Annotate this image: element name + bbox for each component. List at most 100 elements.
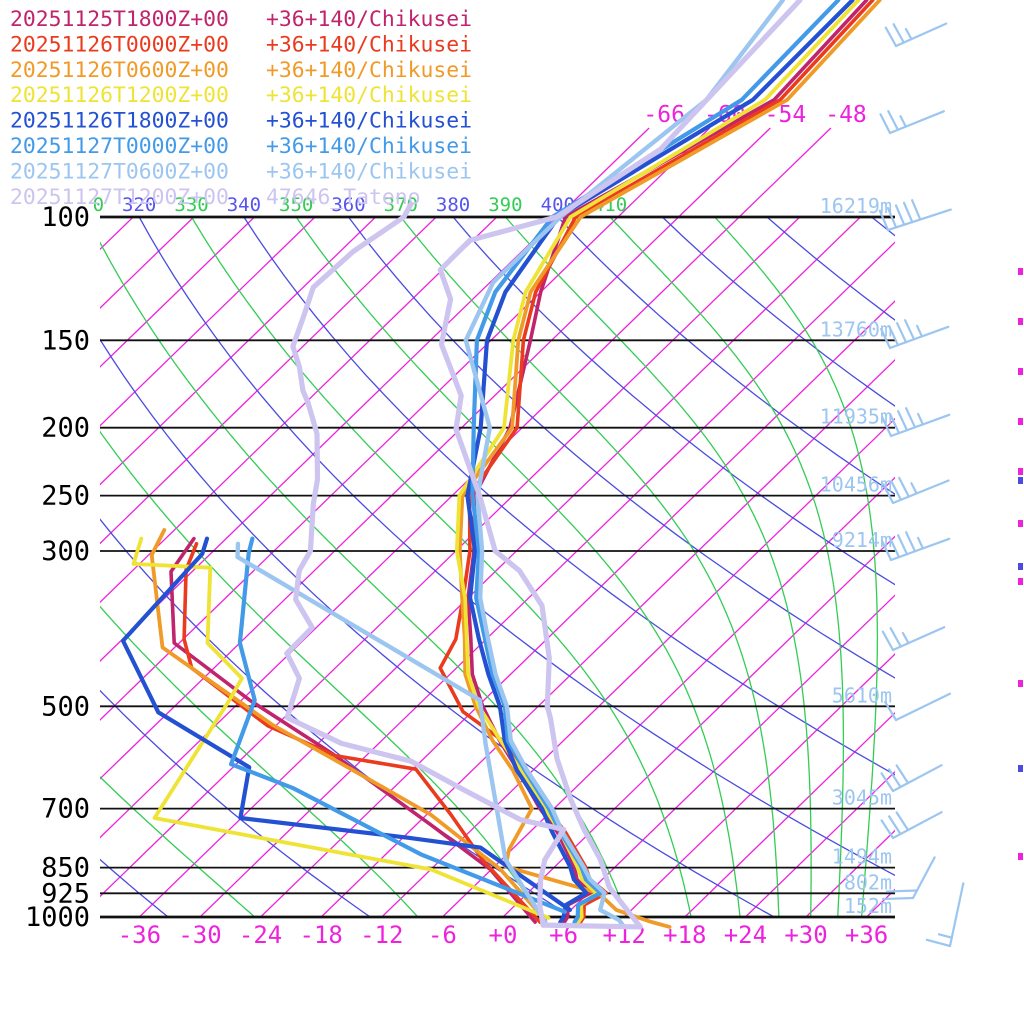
temp-label: -6: [428, 921, 457, 949]
dry-adiabat-line: [138, 217, 895, 877]
legend-run-time: 20251126T1200Z+00: [10, 83, 229, 108]
barb-feather: [881, 896, 915, 901]
barb-feather: [880, 415, 893, 438]
moist-adiabat-line: [714, 217, 879, 917]
barb-feather: [894, 204, 906, 226]
barb-feather: [880, 772, 895, 793]
dewpoint-curve: [131, 536, 551, 920]
legend-run-time: 20251126T0600Z+00: [10, 58, 229, 83]
sounding-run-20251127T0000Z: [229, 0, 841, 925]
barb-half-feather: [915, 324, 924, 338]
sounding-obs-47646-tateno: [284, 0, 803, 930]
barb-feather: [890, 480, 903, 501]
pressure-label: 700: [41, 794, 90, 825]
isotherm-line: [100, 217, 740, 839]
barb-feather: [881, 630, 895, 652]
temp-label: +30: [784, 921, 827, 949]
isotherm-line: [684, 712, 895, 917]
temp-label: -12: [360, 921, 403, 949]
barb-staff: [888, 325, 950, 350]
isotherm-line: [744, 770, 895, 917]
height-label: 1494m: [832, 845, 892, 869]
temperature-curve: [470, 0, 841, 925]
isotherm-line: [100, 217, 255, 368]
edge-tick: [1018, 853, 1023, 860]
temperature-curve: [454, 0, 861, 924]
barb-feather: [887, 325, 900, 347]
pressure-label: 500: [41, 691, 90, 722]
dry-adiabat-line: [100, 689, 372, 917]
legend-run-label: +36+140/Chikusei: [266, 32, 472, 57]
isotherm-line: [100, 217, 377, 486]
edge-tick: [1018, 418, 1023, 425]
height-label: 3045m: [832, 786, 892, 810]
barb-half-feather: [916, 412, 925, 426]
legend-run-time: 20251125T1800Z+00: [10, 7, 229, 32]
isotherm-line: [0, 217, 12, 917]
isotherm-line: [441, 476, 895, 917]
barb-feather: [887, 768, 902, 789]
barb-feather: [878, 209, 890, 232]
moist-adiabat-line: [100, 430, 541, 917]
height-label: 802m: [844, 870, 892, 894]
legend-run-label: +36+140/Chikusei: [266, 7, 472, 32]
edge-ticks: [1018, 268, 1023, 860]
temp-label: -30: [178, 921, 221, 949]
dry-adiabat-line: [243, 217, 895, 776]
temperature-curve: [465, 0, 855, 925]
edge-tick: [1018, 477, 1023, 484]
isotherm-line: [381, 417, 895, 917]
edge-tick: [1018, 578, 1023, 585]
barb-feather: [895, 322, 908, 344]
sounding-run-20251125T1800Z: [169, 0, 869, 924]
temp-label: +36: [845, 921, 888, 949]
theta-axis: 310 320 330 340 350 360 370 380 390 400 410: [94, 194, 627, 216]
temp-label: -24: [239, 921, 282, 949]
barb-staff: [891, 479, 950, 505]
temperature-curve: [463, 0, 785, 930]
pressure-label: 300: [41, 536, 90, 567]
theta-label: 320: [122, 194, 156, 216]
barb-feather: [880, 539, 893, 562]
dry-adiabat-line: [661, 217, 895, 407]
barb-half-feather: [901, 631, 910, 645]
legend-run-time: 20251126T0000Z+00: [10, 32, 229, 57]
dry-adiabat-line: [100, 858, 170, 917]
edge-tick: [1018, 520, 1023, 527]
theta-label: 360: [331, 194, 365, 216]
barb-staff: [889, 413, 951, 438]
moist-adiabat-line: [100, 776, 256, 917]
barb-feather: [904, 407, 917, 429]
barb-staff: [911, 856, 936, 900]
barb-feather: [895, 764, 910, 785]
barb-staff: [888, 110, 945, 135]
legend-run-label: +36+140/Chikusei: [266, 58, 472, 83]
barb-feather: [880, 819, 895, 840]
isotherm-line: [260, 300, 895, 917]
barb-feather: [925, 938, 952, 948]
height-label: 5610m: [832, 683, 892, 707]
height-label: 152m: [844, 894, 892, 918]
legend-run-label: +36+140/Chikusei: [266, 159, 472, 184]
isotherm-line: [623, 653, 895, 917]
pressure-axis: 100 16219m 150 13760m 200 11935m 250 10456m 300 9…: [25, 194, 895, 933]
sounding-run-20251126T1200Z: [131, 0, 861, 924]
pressure-label: 100: [41, 202, 90, 233]
dewpoint-curve: [182, 542, 542, 924]
sounding-run-20251126T0600Z: [149, 0, 882, 929]
edge-tick: [1018, 268, 1023, 275]
height-label: 10456m: [820, 473, 892, 497]
moist-adiabat-line: [400, 217, 780, 917]
isotherm-label: -48: [825, 102, 867, 128]
barb-feather: [896, 410, 909, 432]
legend-run-label: +36+140/Chikusei: [266, 83, 472, 108]
barb-feather: [887, 109, 900, 131]
pressure-label: 1000: [25, 902, 90, 933]
barb-feather: [879, 327, 892, 350]
legend-run-time: 20251127T1200Z+00: [10, 185, 229, 210]
barb-half-feather: [904, 27, 913, 41]
temp-label: -36: [118, 921, 161, 949]
dewpoint-curve: [169, 536, 537, 924]
